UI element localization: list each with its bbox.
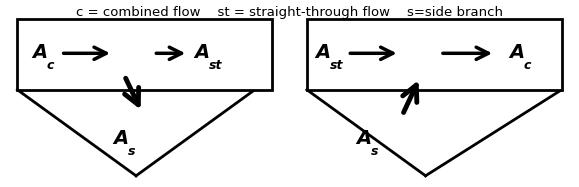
- Bar: [17, 19, 272, 90]
- Text: A: A: [113, 129, 128, 148]
- Text: st: st: [330, 59, 343, 72]
- Text: st: st: [208, 59, 222, 72]
- Text: A: A: [510, 43, 525, 62]
- Text: s: s: [371, 145, 378, 158]
- Text: A: A: [356, 129, 371, 148]
- Text: s: s: [127, 145, 135, 158]
- Text: A: A: [316, 43, 331, 62]
- Text: c = combined flow    st = straight-through flow    s=side branch: c = combined flow st = straight-through …: [76, 6, 503, 19]
- Text: c: c: [46, 59, 54, 72]
- Text: c: c: [524, 59, 532, 72]
- Text: A: A: [32, 43, 47, 62]
- Text: A: A: [194, 43, 209, 62]
- Bar: [307, 19, 562, 90]
